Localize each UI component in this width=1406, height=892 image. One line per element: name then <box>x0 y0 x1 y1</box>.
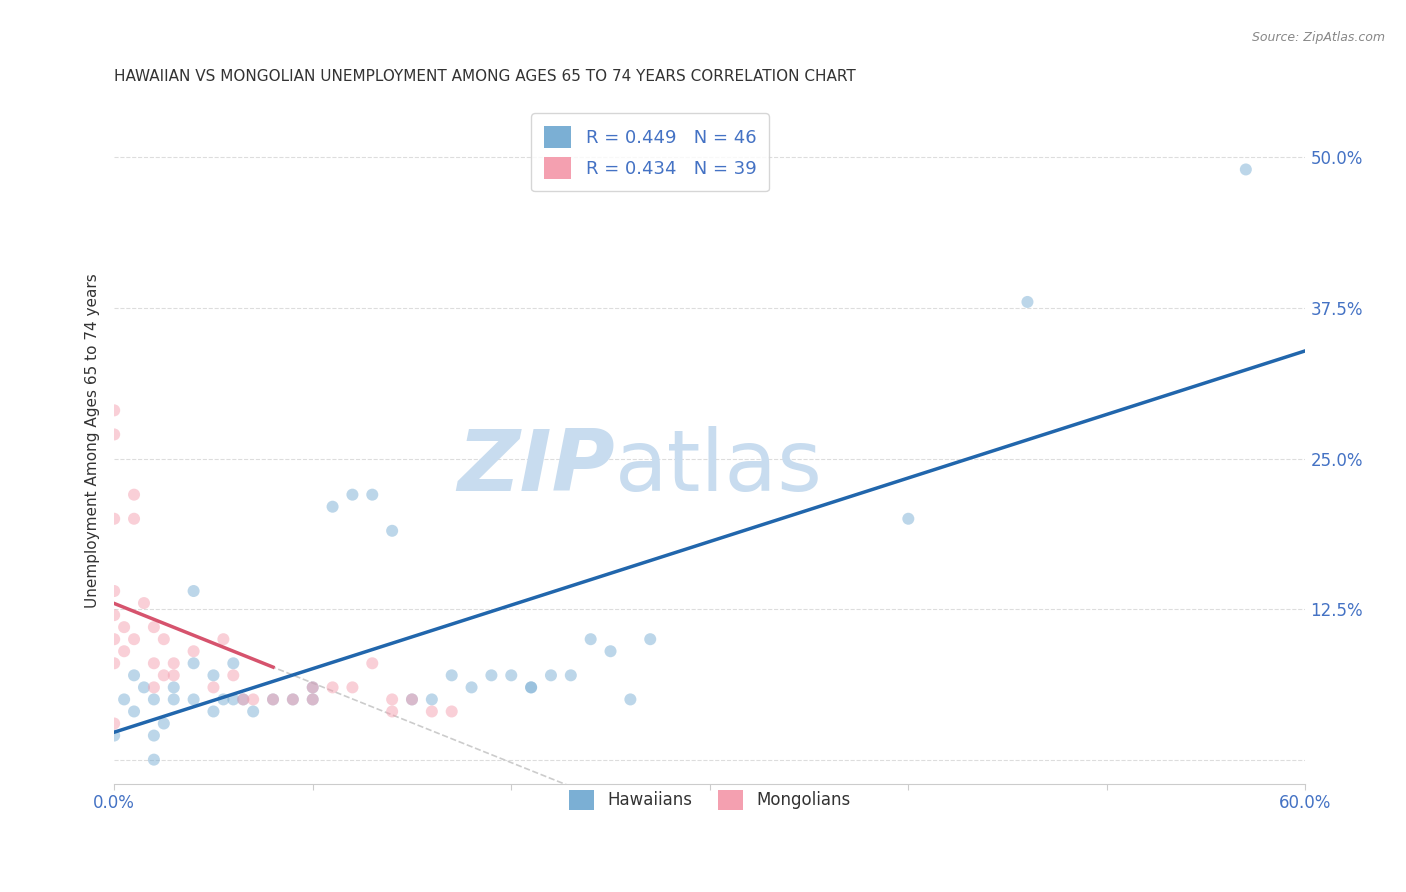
Point <box>222 668 245 682</box>
Point <box>222 657 245 671</box>
Point <box>122 705 145 719</box>
Point <box>163 681 186 695</box>
Legend: Hawaiians, Mongolians: Hawaiians, Mongolians <box>555 776 863 823</box>
Point <box>103 403 125 417</box>
Point <box>183 584 205 599</box>
Point <box>262 692 284 706</box>
Point <box>579 632 602 647</box>
Point <box>361 488 384 502</box>
Point <box>122 488 145 502</box>
Point <box>361 657 384 671</box>
Point <box>281 692 304 706</box>
Point <box>262 692 284 706</box>
Point <box>132 681 155 695</box>
Point <box>520 681 543 695</box>
Point <box>142 692 165 706</box>
Point <box>540 668 562 682</box>
Point <box>401 692 423 706</box>
Point <box>142 681 165 695</box>
Point <box>460 681 482 695</box>
Point <box>301 692 323 706</box>
Point <box>301 681 323 695</box>
Y-axis label: Unemployment Among Ages 65 to 74 years: Unemployment Among Ages 65 to 74 years <box>86 273 100 607</box>
Point <box>202 668 225 682</box>
Point <box>501 668 523 682</box>
Point <box>103 716 125 731</box>
Point <box>112 644 135 658</box>
Point <box>560 668 582 682</box>
Point <box>619 692 641 706</box>
Point <box>440 705 463 719</box>
Point <box>401 692 423 706</box>
Point <box>163 692 186 706</box>
Point <box>142 729 165 743</box>
Point <box>420 705 443 719</box>
Point <box>153 632 176 647</box>
Point <box>132 596 155 610</box>
Point <box>222 692 245 706</box>
Point <box>202 705 225 719</box>
Point <box>103 512 125 526</box>
Point <box>1017 295 1039 310</box>
Point <box>440 668 463 682</box>
Point <box>212 632 235 647</box>
Text: HAWAIIAN VS MONGOLIAN UNEMPLOYMENT AMONG AGES 65 TO 74 YEARS CORRELATION CHART: HAWAIIAN VS MONGOLIAN UNEMPLOYMENT AMONG… <box>114 69 856 84</box>
Point <box>183 692 205 706</box>
Point <box>212 692 235 706</box>
Point <box>103 584 125 599</box>
Point <box>897 512 920 526</box>
Point <box>163 668 186 682</box>
Point <box>242 705 264 719</box>
Point <box>322 500 344 514</box>
Point <box>153 668 176 682</box>
Point <box>342 681 364 695</box>
Point <box>381 692 404 706</box>
Point <box>1234 162 1257 177</box>
Point <box>142 657 165 671</box>
Point <box>381 705 404 719</box>
Point <box>301 681 323 695</box>
Point <box>183 657 205 671</box>
Point <box>281 692 304 706</box>
Point <box>163 657 186 671</box>
Point <box>122 632 145 647</box>
Point <box>232 692 254 706</box>
Point <box>103 427 125 442</box>
Point <box>103 632 125 647</box>
Point <box>153 716 176 731</box>
Point <box>381 524 404 538</box>
Point <box>142 620 165 634</box>
Point <box>142 753 165 767</box>
Point <box>599 644 621 658</box>
Point <box>103 657 125 671</box>
Point <box>103 729 125 743</box>
Point <box>342 488 364 502</box>
Text: Source: ZipAtlas.com: Source: ZipAtlas.com <box>1251 31 1385 45</box>
Point <box>242 692 264 706</box>
Point <box>122 512 145 526</box>
Point <box>322 681 344 695</box>
Point <box>103 608 125 623</box>
Point <box>112 692 135 706</box>
Point <box>481 668 503 682</box>
Point <box>112 620 135 634</box>
Point <box>301 692 323 706</box>
Point <box>520 681 543 695</box>
Text: ZIP: ZIP <box>457 426 614 509</box>
Point <box>183 644 205 658</box>
Text: atlas: atlas <box>614 426 823 509</box>
Point <box>122 668 145 682</box>
Point <box>202 681 225 695</box>
Point <box>638 632 661 647</box>
Point <box>420 692 443 706</box>
Point <box>232 692 254 706</box>
